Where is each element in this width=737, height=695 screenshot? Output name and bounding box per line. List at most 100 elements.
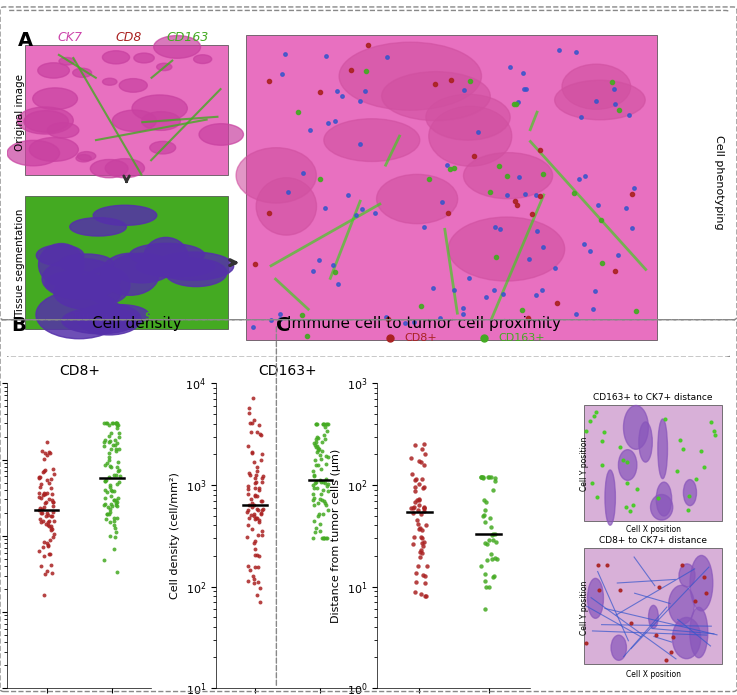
Point — [317, 418, 329, 430]
Point — [33, 472, 45, 483]
Point — [254, 482, 265, 493]
Point — [243, 500, 255, 511]
Point — [38, 466, 49, 477]
Ellipse shape — [683, 480, 696, 506]
Point — [111, 423, 122, 434]
Point — [99, 459, 111, 471]
Ellipse shape — [45, 271, 105, 295]
Circle shape — [47, 122, 79, 138]
Ellipse shape — [38, 243, 84, 286]
Ellipse shape — [339, 42, 481, 111]
Ellipse shape — [464, 153, 553, 199]
Point — [102, 501, 113, 512]
Point — [45, 522, 57, 533]
Point — [38, 589, 50, 600]
Point — [475, 471, 487, 482]
Point — [112, 465, 124, 476]
Text: B: B — [11, 316, 26, 335]
Point — [39, 464, 51, 475]
Point — [40, 511, 52, 522]
Point — [486, 530, 498, 541]
Point — [310, 436, 322, 447]
Point — [484, 513, 496, 524]
Point — [242, 504, 254, 515]
Point — [250, 562, 262, 573]
Point — [102, 471, 114, 482]
Point — [34, 546, 46, 557]
Text: Original image: Original image — [15, 74, 25, 151]
Point — [113, 427, 125, 439]
Point — [46, 510, 58, 521]
Point — [483, 534, 495, 545]
Point — [308, 499, 320, 510]
Point — [106, 418, 118, 429]
Circle shape — [199, 124, 243, 145]
Ellipse shape — [426, 95, 510, 140]
Point — [99, 418, 111, 429]
Text: CD163: CD163 — [167, 31, 209, 44]
Point — [105, 500, 117, 512]
Point — [480, 603, 492, 614]
Ellipse shape — [165, 259, 227, 286]
Ellipse shape — [42, 259, 120, 300]
Point — [317, 477, 329, 488]
Point — [316, 437, 328, 448]
Point — [246, 501, 258, 512]
Point — [41, 508, 52, 519]
Ellipse shape — [618, 450, 637, 480]
Ellipse shape — [91, 304, 149, 325]
Point — [321, 532, 333, 543]
Point — [111, 496, 122, 507]
Point — [249, 550, 261, 561]
Point — [101, 458, 113, 469]
Ellipse shape — [36, 291, 122, 338]
Point — [310, 418, 322, 430]
Point — [480, 582, 492, 593]
Circle shape — [59, 58, 74, 65]
Title: CD163+: CD163+ — [259, 364, 317, 378]
Point — [48, 468, 60, 479]
Point — [46, 521, 57, 532]
Point — [307, 532, 318, 543]
Ellipse shape — [382, 72, 490, 121]
Point — [251, 465, 263, 476]
Point — [313, 443, 325, 455]
Ellipse shape — [60, 254, 113, 273]
Point — [247, 393, 259, 404]
Point — [44, 534, 56, 546]
Point — [99, 554, 111, 565]
Point — [110, 500, 122, 511]
Point — [40, 496, 52, 507]
Point — [43, 493, 55, 505]
Point — [99, 493, 111, 504]
Point — [486, 554, 498, 565]
Point — [320, 459, 332, 470]
Point — [478, 510, 489, 521]
Point — [307, 466, 318, 477]
Point — [310, 523, 322, 534]
Point — [35, 513, 46, 524]
Point — [413, 455, 425, 466]
Point — [113, 457, 125, 468]
Point — [99, 436, 111, 448]
Ellipse shape — [101, 253, 159, 295]
Point — [415, 457, 427, 468]
Circle shape — [194, 55, 212, 63]
Point — [254, 550, 265, 562]
Text: Cell density: Cell density — [91, 316, 181, 332]
Point — [308, 469, 320, 480]
Point — [321, 473, 332, 484]
Point — [254, 582, 266, 594]
Point — [480, 517, 492, 528]
Point — [248, 510, 260, 521]
Point — [105, 484, 117, 496]
Point — [38, 536, 49, 547]
Circle shape — [134, 53, 154, 63]
Point — [321, 418, 333, 430]
Ellipse shape — [611, 635, 626, 660]
Point — [110, 523, 122, 534]
Point — [489, 553, 500, 564]
Point — [104, 503, 116, 514]
Point — [418, 537, 430, 548]
Point — [489, 476, 500, 487]
